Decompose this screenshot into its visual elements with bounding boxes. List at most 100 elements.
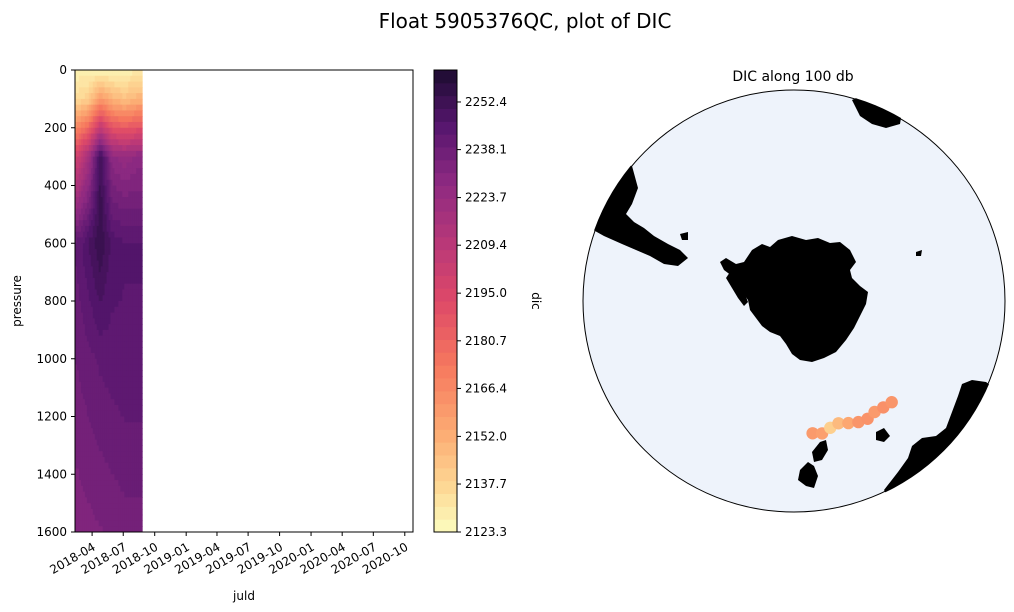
heatmap-cell [138, 508, 141, 516]
heatmap-cell [122, 381, 125, 389]
heatmap-cell [78, 277, 82, 285]
heatmap-cell [88, 329, 92, 337]
heatmap-cell [84, 329, 88, 337]
heatmap-cell [82, 231, 86, 239]
heatmap-cell [118, 93, 121, 100]
heatmap-cell [76, 283, 80, 291]
heatmap-cell [80, 237, 84, 244]
heatmap-cells [75, 70, 143, 532]
heatmap-cell [88, 231, 92, 239]
heatmap-cell [86, 422, 90, 429]
heatmap-cell [88, 272, 92, 279]
heatmap-cell [75, 156, 78, 164]
heatmap-cell [84, 197, 88, 204]
heatmap-cell [98, 364, 102, 371]
heatmap-cell [88, 121, 92, 129]
heatmap-cell [102, 410, 106, 418]
heatmap-x-axis-label: juld [232, 589, 255, 603]
heatmap-cell [88, 347, 92, 354]
heatmap-cell [124, 306, 127, 314]
heatmap-cell [86, 277, 90, 285]
heatmap-cell [84, 127, 88, 135]
heatmap-cell [140, 254, 143, 262]
heatmap-cell [96, 376, 100, 383]
heatmap-cell [82, 93, 86, 100]
heatmap-cell [96, 185, 100, 192]
heatmap-cell [130, 168, 133, 175]
heatmap-cell [122, 329, 125, 337]
heatmap-cell [82, 335, 86, 343]
heatmap-cell [136, 243, 139, 250]
heatmap-cell [104, 341, 108, 348]
heatmap-cell [110, 81, 114, 88]
heatmap-cell [104, 168, 108, 175]
heatmap-cell [102, 468, 106, 475]
heatmap-cell [122, 474, 125, 481]
heatmap-cell [134, 70, 137, 77]
heatmap-cell [90, 145, 94, 152]
heatmap-cell [140, 249, 143, 256]
heatmap-cell [82, 393, 86, 400]
heatmap-cell [116, 474, 119, 481]
heatmap-cell [75, 335, 78, 343]
heatmap-cell [98, 514, 102, 522]
heatmap-cell [130, 526, 133, 532]
heatmap-cell [116, 439, 119, 446]
heatmap-cell [128, 445, 131, 452]
heatmap-cell [120, 503, 123, 510]
heatmap-cell [110, 87, 114, 94]
heatmap-cell [128, 468, 131, 475]
heatmap-cell [104, 352, 108, 360]
heatmap-cell [104, 370, 108, 377]
heatmap-cell [106, 116, 110, 123]
heatmap-cell [124, 451, 127, 458]
heatmap-cell [90, 208, 94, 215]
heatmap-cell [76, 139, 80, 146]
heatmap-cell [124, 133, 127, 140]
heatmap-cell [126, 393, 129, 400]
heatmap-cell [90, 277, 94, 285]
heatmap-cell [80, 162, 84, 169]
heatmap-cell [78, 451, 82, 458]
heatmap-cell [114, 231, 118, 239]
heatmap-cell [76, 329, 80, 337]
heatmap-cell [84, 526, 88, 532]
heatmap-cell [128, 93, 131, 100]
heatmap-cell [102, 139, 106, 146]
heatmap-cell [124, 404, 127, 412]
heatmap-cell [80, 266, 84, 273]
heatmap-cell [108, 358, 112, 366]
heatmap-cell [124, 416, 127, 423]
heatmap-cell [138, 318, 141, 325]
heatmap-cell [122, 116, 125, 123]
heatmap-cell [124, 387, 127, 394]
heatmap-cell [88, 503, 92, 510]
colorbar-tick-label: 2209.4 [465, 238, 507, 252]
heatmap-cell [114, 121, 118, 129]
heatmap-cell [124, 520, 127, 527]
heatmap-cell [98, 462, 102, 470]
heatmap-cell [130, 98, 133, 106]
heatmap-cell [82, 139, 86, 146]
heatmap-cell [114, 168, 118, 175]
heatmap-cell [124, 370, 127, 377]
heatmap-cell [75, 399, 78, 406]
heatmap-cell [132, 526, 135, 532]
heatmap-cell [90, 266, 94, 273]
heatmap-cell [80, 127, 84, 135]
heatmap-cell [122, 133, 125, 140]
heatmap-cell [84, 70, 88, 77]
heatmap-cell [78, 514, 82, 522]
heatmap-cell [132, 370, 135, 377]
heatmap-cell [94, 93, 98, 100]
heatmap-cell [75, 260, 78, 267]
heatmap-cell [94, 324, 98, 331]
heatmap-cell [94, 179, 98, 187]
heatmap-y-axis-label: pressure [10, 275, 24, 327]
heatmap-cell [108, 480, 112, 487]
heatmap-cell [88, 197, 92, 204]
colorbar-step [434, 172, 457, 186]
heatmap-cell [108, 93, 112, 100]
heatmap-cell [126, 283, 129, 291]
heatmap-cell [75, 497, 78, 504]
